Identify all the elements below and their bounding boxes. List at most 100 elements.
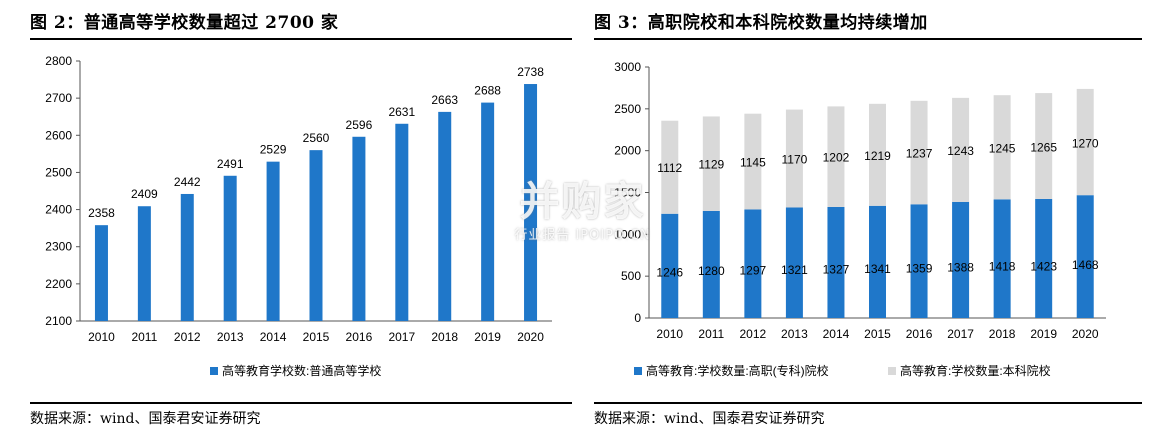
left-x-tick-label: 2010 <box>88 330 115 344</box>
left-y-tick-label: 2200 <box>45 277 72 291</box>
right-data-label: 1423 <box>1030 259 1057 273</box>
left-x-tick-label: 2011 <box>131 330 157 344</box>
left-legend-swatch <box>210 367 218 375</box>
right-figure: 图 3：高职院校和本科院校数量均持续增加 0 500 1000 1500 2000 250… <box>582 0 1154 442</box>
right-legend-swatch <box>634 367 642 375</box>
left-x-tick-label: 2017 <box>388 330 415 344</box>
left-bar <box>137 206 151 321</box>
right-chart: 0 500 1000 1500 2000 2500 3000 1246 1112 2010 1280… <box>614 60 1106 378</box>
left-x-tick-label: 2020 <box>517 330 544 344</box>
right-bar <box>702 116 720 211</box>
right-data-label: 1246 <box>656 265 683 279</box>
right-bar <box>827 206 845 318</box>
left-x-tick-label: 2013 <box>217 330 244 344</box>
right-title-rule <box>594 38 1142 40</box>
right-data-label: 1297 <box>740 264 767 278</box>
right-data-label: 1341 <box>864 262 891 276</box>
left-data-label: 2596 <box>346 118 373 132</box>
left-bar <box>94 225 108 321</box>
right-data-label: 1202 <box>823 151 850 165</box>
right-bar <box>744 113 762 210</box>
left-data-label: 2529 <box>260 143 287 157</box>
right-y-tick-label: 1000 <box>614 227 641 241</box>
right-y-tick-label: 500 <box>621 269 641 283</box>
right-bar <box>744 209 762 318</box>
right-data-label: 1265 <box>1030 140 1057 154</box>
left-bar <box>438 111 452 321</box>
left-x-tick-label: 2018 <box>431 330 458 344</box>
right-figure-title: 图 3：高职院校和本科院校数量均持续增加 <box>594 13 928 33</box>
left-y-tick-label: 2400 <box>45 203 72 217</box>
right-x-tick-label: 2013 <box>781 327 808 341</box>
right-bar <box>993 95 1011 200</box>
left-chart: 2100 2200 2300 2400 2500 2600 2700 2800 2358 2010… <box>45 54 552 378</box>
right-data-label: 1327 <box>823 263 850 277</box>
right-bar <box>1076 195 1094 318</box>
right-data-label: 1170 <box>782 152 808 166</box>
right-bar <box>910 204 928 318</box>
right-x-tick-label: 2016 <box>906 327 933 341</box>
right-data-label: 1388 <box>947 261 974 275</box>
left-source-note: 数据来源：wind、国泰君安证券研究 <box>30 411 261 427</box>
right-data-label: 1245 <box>989 141 1016 155</box>
left-bar <box>223 175 237 321</box>
left-data-label: 2631 <box>388 105 415 119</box>
right-data-label: 1280 <box>698 264 725 278</box>
right-bar <box>869 205 886 318</box>
right-bar <box>702 210 720 318</box>
left-figure: 图 2：普通高等学校数量超过 2700 家 2100 2200 2300 2400 25… <box>0 0 572 442</box>
left-source-rule <box>30 402 572 404</box>
left-bar <box>352 136 366 321</box>
left-data-label: 2560 <box>303 131 330 145</box>
right-bar <box>1035 198 1053 318</box>
left-x-tick-label: 2015 <box>303 330 330 344</box>
right-x-tick-label: 2015 <box>864 327 891 341</box>
right-bar <box>993 199 1011 318</box>
right-data-label: 1243 <box>947 144 974 158</box>
left-bar <box>395 123 409 322</box>
right-data-label: 1321 <box>781 263 808 277</box>
right-x-tick-label: 2014 <box>823 327 850 341</box>
right-y-tick-label: 0 <box>634 311 641 325</box>
left-y-tick-label: 2600 <box>45 128 72 142</box>
right-data-label: 1129 <box>698 157 724 171</box>
right-y-tick-label: 3000 <box>614 60 641 74</box>
right-data-label: 1359 <box>906 262 933 276</box>
right-x-tick-label: 2019 <box>1030 327 1057 341</box>
right-bar <box>785 207 803 318</box>
right-bar <box>661 120 679 214</box>
left-title-rule <box>30 38 572 40</box>
right-data-label: 1237 <box>906 147 933 161</box>
right-data-label: 1112 <box>657 161 682 175</box>
right-x-tick-label: 2017 <box>947 327 974 341</box>
left-data-label: 2358 <box>88 206 115 220</box>
right-bar <box>827 106 845 207</box>
right-x-tick-label: 2010 <box>656 327 683 341</box>
left-figure-title: 图 2：普通高等学校数量超过 2700 家 <box>30 13 339 33</box>
right-bar <box>785 109 803 208</box>
left-y-tick-label: 2500 <box>45 165 72 179</box>
left-y-tick-label: 2300 <box>45 240 72 254</box>
right-legend-label: 高等教育:学校数量:本科院校 <box>900 363 1051 378</box>
right-legend-swatch <box>888 367 896 375</box>
right-data-label: 1219 <box>864 149 891 163</box>
left-y-tick-label: 2700 <box>45 91 72 105</box>
right-x-tick-label: 2011 <box>698 327 724 341</box>
right-bar <box>661 213 679 318</box>
left-bar <box>309 150 323 321</box>
left-legend-label: 高等教育学校数:普通高等学校 <box>222 363 381 378</box>
left-data-label: 2491 <box>217 157 244 171</box>
right-data-label: 1418 <box>989 260 1016 274</box>
left-bar <box>481 102 495 321</box>
left-x-tick-label: 2016 <box>346 330 373 344</box>
right-bar <box>1035 93 1053 199</box>
right-y-tick-label: 2000 <box>614 144 641 158</box>
right-data-label: 1145 <box>740 155 766 169</box>
right-bar <box>869 103 886 206</box>
left-data-label: 2738 <box>517 65 544 79</box>
right-data-label: 1270 <box>1072 136 1099 150</box>
right-bar <box>952 201 970 318</box>
left-y-tick-label: 2100 <box>45 314 72 328</box>
left-y-tick-label: 2800 <box>45 54 72 68</box>
left-x-tick-label: 2014 <box>260 330 287 344</box>
